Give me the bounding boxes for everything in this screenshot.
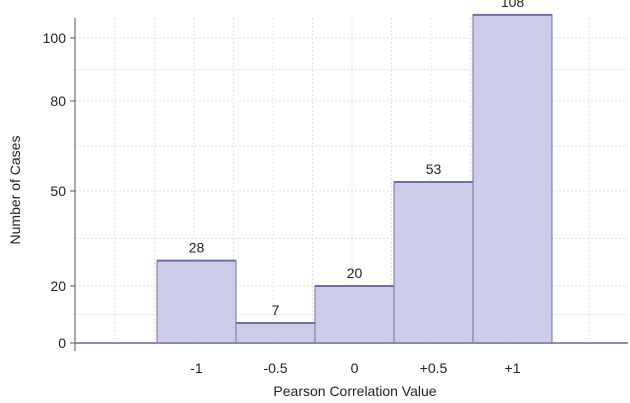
data-labels: 28 7 20 53 108: [189, 0, 525, 318]
y-tick-label: 100: [43, 30, 67, 46]
bar-+0.5: [393, 181, 474, 344]
x-tick-label: +1: [505, 360, 521, 376]
x-tick-label: -0.5: [263, 360, 287, 376]
axes: [74, 18, 628, 351]
bars: [156, 13, 553, 344]
y-tick-label: 50: [50, 183, 66, 199]
y-tick-label: 80: [50, 93, 66, 109]
data-label: 20: [347, 265, 363, 281]
bar--1: [156, 260, 237, 344]
data-label: 53: [426, 161, 442, 177]
y-tick-label: 0: [58, 335, 66, 351]
bar--0.5: [235, 322, 316, 344]
x-tick-label: 0: [351, 360, 359, 376]
bar-+1: [472, 14, 553, 344]
x-axis-title: Pearson Correlation Value: [273, 383, 436, 399]
y-tick-labels: 0 20 50 80 100: [43, 30, 75, 351]
x-tick-label: +0.5: [420, 360, 448, 376]
y-axis-title: Number of Cases: [7, 136, 23, 245]
x-tick-labels: -1 -0.5 0 +0.5 +1: [190, 360, 520, 376]
data-label: 108: [501, 0, 525, 10]
data-label: 7: [272, 302, 280, 318]
data-label: 28: [189, 240, 205, 256]
y-tick-label: 20: [50, 278, 66, 294]
x-tick-label: -1: [190, 360, 203, 376]
bar-0: [314, 285, 395, 344]
